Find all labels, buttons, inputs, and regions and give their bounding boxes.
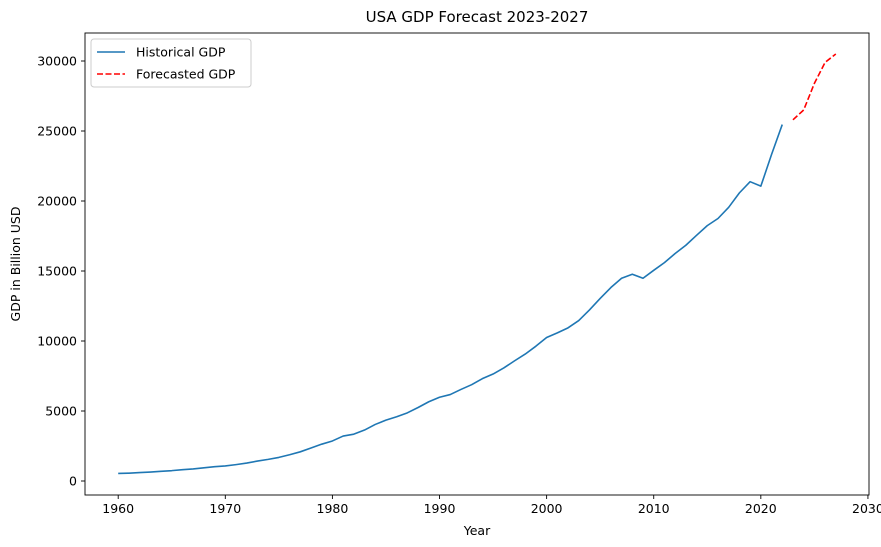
x-tick-label: 2000 xyxy=(531,501,563,516)
x-tick-label: 1960 xyxy=(102,501,134,516)
x-tick-label: 1970 xyxy=(209,501,241,516)
plot-area xyxy=(84,32,870,496)
x-axis-title: Year xyxy=(463,523,491,538)
legend: Historical GDP Forecasted GDP xyxy=(90,38,252,88)
chart-title: USA GDP Forecast 2023-2027 xyxy=(366,8,589,26)
x-tick-label: 2010 xyxy=(638,501,670,516)
x-tick-label: 2030 xyxy=(852,501,881,516)
series-layer xyxy=(118,53,837,475)
y-tick-label: 25000 xyxy=(37,124,77,139)
legend-box xyxy=(90,38,252,88)
legend-label: Forecasted GDP xyxy=(136,67,236,82)
x-tick-label: 2020 xyxy=(745,501,777,516)
historical-gdp-line xyxy=(118,124,784,475)
y-tick-label: 10000 xyxy=(37,334,77,349)
y-tick-label: 5000 xyxy=(45,404,77,419)
y-tick-label: 15000 xyxy=(37,264,77,279)
x-tick-label: 1990 xyxy=(424,501,456,516)
y-axis: 0 5000 10000 15000 20000 25000 30000 xyxy=(37,54,85,489)
x-tick-label: 1980 xyxy=(317,501,349,516)
y-axis-title: GDP in Billion USD xyxy=(8,207,23,322)
y-tick-label: 20000 xyxy=(37,194,77,209)
legend-label: Historical GDP xyxy=(136,45,226,60)
y-tick-label: 0 xyxy=(69,474,77,489)
forecasted-gdp-line xyxy=(792,53,837,121)
y-tick-label: 30000 xyxy=(37,54,77,69)
x-axis: 1960 1970 1980 1990 2000 2010 2020 2030 xyxy=(102,495,881,516)
